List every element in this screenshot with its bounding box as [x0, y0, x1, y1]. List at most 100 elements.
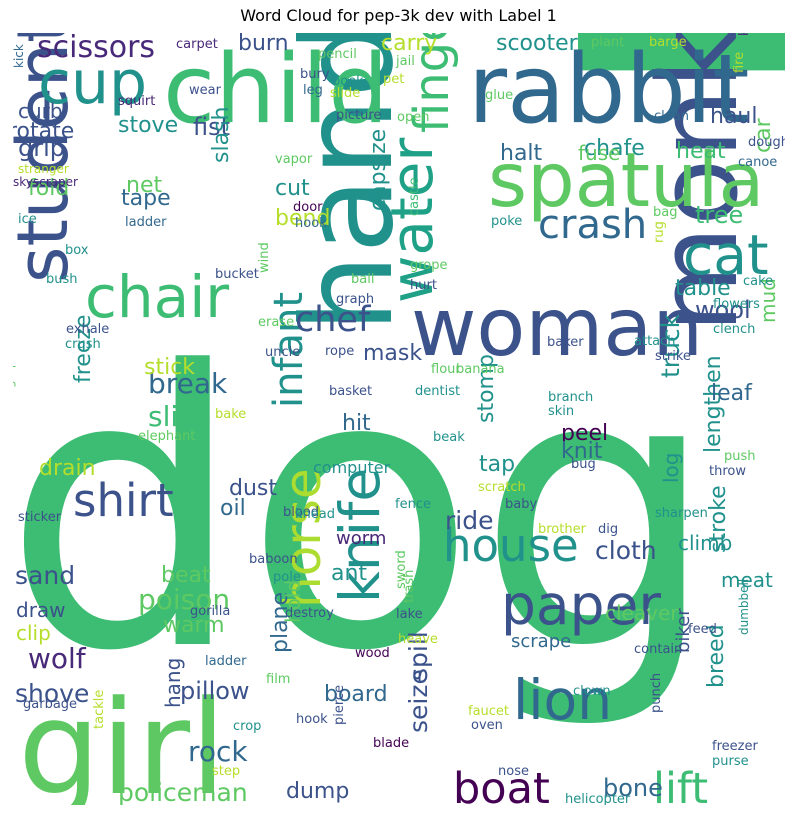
word-break: break [148, 367, 228, 400]
word-crash: crash [538, 202, 648, 248]
word-kick: kick [13, 44, 26, 68]
word-lift: lift [653, 764, 709, 806]
word-cup: cup [38, 48, 148, 118]
word-beak: beak [433, 430, 465, 445]
word-clean: clean [654, 109, 689, 124]
word-cake: cake [743, 274, 774, 289]
word-cut: cut [275, 176, 310, 201]
word-table: table [675, 276, 731, 301]
word-stranger: stranger [18, 162, 69, 176]
word-pillow: pillow [180, 677, 250, 705]
word-canoe: canoe [738, 155, 778, 170]
word-skin: skin [548, 404, 575, 419]
word-contain: contain [634, 642, 683, 657]
word-hook2: hook [296, 712, 328, 727]
word-bush: bush [46, 272, 78, 287]
word-halt: halt [500, 141, 543, 166]
word-heave: heave [398, 632, 438, 647]
word-clench: clench [713, 322, 756, 337]
word-film: film [266, 672, 291, 687]
word-graph: graph [336, 292, 375, 307]
word-bone: bone [603, 774, 663, 802]
word-skyscraper: skyscraper [13, 175, 78, 189]
word-helicopter: helicopter [565, 792, 631, 805]
word-child: child [163, 35, 389, 145]
word-boat: boat [453, 764, 550, 806]
word-picture: picture [336, 108, 382, 123]
word-chafe: chafe [584, 136, 645, 161]
word-poke: poke [491, 214, 523, 229]
word-purse: purse [712, 754, 749, 769]
word-slash: slash [209, 106, 234, 163]
word-elephant: elephant [138, 429, 196, 444]
word-bury: bury [300, 67, 330, 82]
word-fence: fence [395, 497, 431, 512]
word-dog: dog [13, 291, 718, 734]
word-ant: ant [331, 561, 368, 586]
word-castle: castle [407, 177, 422, 216]
word-book: book [332, 74, 364, 89]
word-barge: barge [649, 35, 687, 50]
word-kid: kid [737, 33, 752, 36]
word-grope: grope [410, 258, 448, 273]
word-trash: trash [402, 569, 417, 603]
word-bug: bug [571, 457, 596, 472]
word-net: net [126, 173, 163, 198]
word-rope: rope [325, 344, 355, 359]
word-bag: bag [653, 205, 678, 220]
word-faucet: faucet [468, 704, 510, 719]
word-flowers: flowers [713, 297, 760, 312]
word-uncle: uncle [265, 345, 301, 360]
word-freezer: freezer [712, 739, 758, 754]
word-tree: tree [695, 201, 744, 229]
word-hit: hit [342, 411, 371, 436]
word-ball: ball [351, 272, 375, 287]
word-blood: blood [283, 505, 320, 520]
word-chef: chef [295, 300, 371, 340]
word-beat: beat [161, 563, 211, 588]
word-fire: fire [732, 51, 747, 73]
word-lake: lake [396, 607, 423, 622]
word-wolf: wolf [28, 642, 86, 675]
word-jail: jail [396, 54, 415, 69]
word-punch: punch [649, 672, 664, 713]
word-bake: bake [215, 407, 247, 422]
word-dough: dough [748, 135, 785, 150]
word-erase: erase [258, 315, 295, 330]
word-tape: tape [121, 186, 171, 211]
word-stove: stove [118, 113, 179, 138]
word-vapor: vapor [275, 152, 313, 167]
word-oven: oven [471, 718, 503, 733]
word-board: board [324, 682, 388, 707]
word-scooter: scooter [496, 33, 578, 56]
word-brother: brother [538, 522, 586, 537]
word-shove: shove [15, 679, 90, 708]
word-dumbbell: dumbbell [737, 578, 751, 635]
word-sand: sand [15, 561, 76, 590]
word-rabbit: rabbit [468, 35, 750, 145]
word-tap: tap [479, 452, 516, 477]
word-clip: clip [16, 621, 51, 645]
word-paper: paper [501, 573, 661, 637]
word-haul: haul [710, 104, 758, 129]
word-ladder2: ladder [205, 654, 247, 669]
word-glue: glue [485, 88, 514, 103]
word-ride: ride [445, 506, 494, 535]
word-bend: bend [275, 206, 331, 231]
word-wind: wind [257, 242, 272, 273]
word-banana: banana [456, 362, 505, 377]
word-destroy: destroy [285, 606, 334, 621]
word-baker: baker [547, 335, 584, 350]
word-grip: grip [18, 134, 66, 162]
word-ice: ice [18, 212, 37, 227]
word-mask: mask [363, 341, 423, 366]
word-log: log [659, 452, 683, 484]
word-crush: crush [65, 337, 101, 352]
word-wood: wood [355, 646, 390, 661]
word-fuse: fuse [578, 141, 621, 165]
word-box: box [65, 243, 89, 258]
word-heat: heat [676, 139, 726, 164]
word-pencil: pencil [318, 47, 357, 62]
word-woman: woman [411, 281, 704, 374]
word-garbage: garbage [23, 697, 78, 712]
